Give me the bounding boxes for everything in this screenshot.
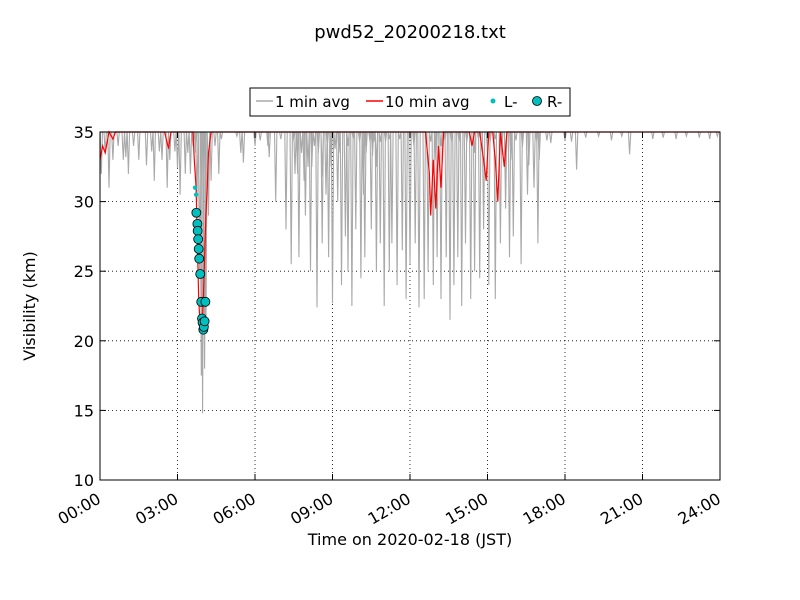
x-tick-label: 15:00 [442,489,491,529]
axis-ticks: 00:00 03:00 06:00 09:00 12:00 15:00 18:00 21:00… [55,123,724,529]
x-axis-label: Time on 2020-02-18 (JST) [307,530,512,549]
x-tick-label: 12:00 [365,489,414,529]
x-tick-label: 24:00 [675,489,724,529]
x-tick-label: 21:00 [597,489,646,529]
y-tick-label: 20 [74,332,94,351]
marker-R [195,269,206,279]
y-tick-label: 25 [74,262,94,281]
series-1min-line [99,131,720,414]
y-tick-label: 10 [74,471,94,490]
legend-10min-label: 10 min avg [385,93,470,111]
marker-R [193,244,204,254]
marker-R [192,225,203,236]
x-tick-label: 18:00 [520,489,569,529]
marker-R [200,296,211,307]
legend-1min-label: 1 min avg [275,93,350,111]
chart-title: pwd52_20200218.txt [314,22,506,43]
x-tick-label: 06:00 [210,489,259,529]
series-markers [191,185,211,335]
legend-R-swatch [532,96,542,106]
legend-box [249,87,571,117]
marker-R [191,207,202,218]
legend-L-label: L- [504,93,518,111]
marker-L [193,192,199,197]
marker-R [193,234,204,245]
legend-L-swatch [490,98,496,104]
grid [100,132,720,480]
marker-R [194,253,205,264]
legend: 1 min avg 10 min avg L- R- [249,87,571,117]
y-axis-label: Visibility (km) [20,251,39,360]
y-tick-label: 35 [74,123,94,142]
y-tick-label: 30 [74,193,94,212]
marker-R [199,316,210,327]
x-tick-label: 03:00 [132,489,181,529]
y-tick-label: 15 [74,401,94,420]
legend-R-label: R- [547,93,562,111]
x-tick-label: 00:00 [55,489,104,529]
x-tick-label: 09:00 [287,489,336,529]
series-1min-avg [99,131,720,414]
marker-L [192,185,198,190]
